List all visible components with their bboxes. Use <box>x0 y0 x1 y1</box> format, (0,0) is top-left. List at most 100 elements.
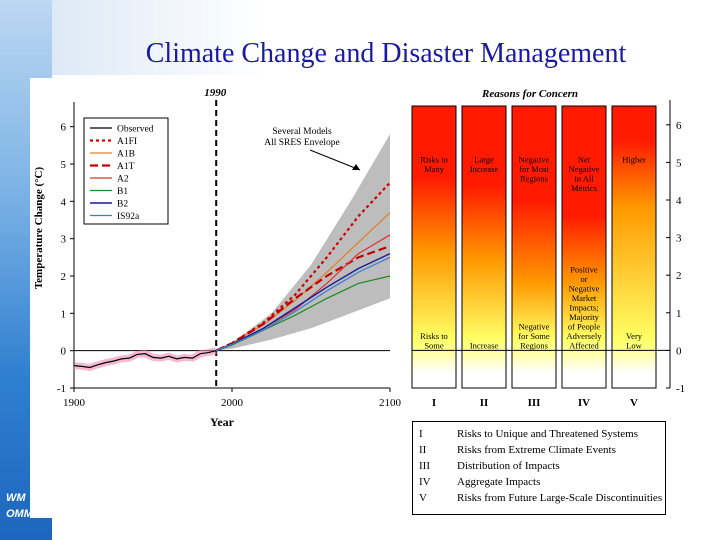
legend-label: A2 <box>117 175 129 185</box>
annotation-text: Several Models <box>272 127 332 137</box>
bar-bottom-text: or <box>580 274 587 284</box>
bar-category-label: I <box>432 397 436 409</box>
concern-y-tick-label: -1 <box>676 383 685 395</box>
bar-category-label: III <box>528 397 541 409</box>
bar-top-text: Negative <box>569 164 600 174</box>
annotation-arrow <box>309 149 361 171</box>
bar-top-text: Regions <box>520 173 548 183</box>
y-tick-label: 2 <box>61 271 67 283</box>
bar-top-text: Risks to <box>420 154 448 164</box>
bar-bottom-text: of People <box>568 321 601 331</box>
legend-label: A1T <box>117 162 135 172</box>
bar-bottom-text: Negative <box>519 321 550 331</box>
legend-text: Aggregate Impacts <box>457 476 541 488</box>
legend-label: IS92a <box>117 212 140 222</box>
bar-bottom-text: Majority <box>569 312 599 322</box>
line-legend: Observed A1FI A1B A1T A2 B1 B2 IS92a <box>83 117 169 225</box>
concern-y-tick-label: 2 <box>676 270 682 282</box>
watermark-line-1: WM <box>6 492 26 504</box>
bar-bottom-text: Low <box>626 340 642 350</box>
series-line-a1fi <box>215 181 391 352</box>
x-tick-label: 2000 <box>221 397 244 409</box>
y-tick-label: 3 <box>61 234 67 246</box>
legend-text: Risks to Unique and Threatened Systems <box>457 428 638 440</box>
y-tick-label: 5 <box>61 159 67 171</box>
legend-row: I Risks to Unique and Threatened Systems <box>413 426 665 442</box>
concern-bar-II <box>461 105 507 389</box>
legend-label: A1FI <box>117 137 137 147</box>
annotation-text: All SRES Envelope <box>264 138 339 148</box>
bar-bottom-text: Market <box>572 293 597 303</box>
x-axis-label: Year <box>210 415 235 429</box>
bar-bottom-text: Regions <box>520 340 548 350</box>
bar-category-label: II <box>480 397 489 409</box>
annotation-arrowhead <box>352 164 360 170</box>
legend-label: B1 <box>117 187 128 197</box>
concern-bar-III <box>511 105 557 389</box>
y-tick-label: 0 <box>61 346 67 358</box>
legend-num: V <box>419 492 427 504</box>
header-background <box>52 0 267 75</box>
legend-num: II <box>419 444 427 456</box>
legend-num: III <box>419 460 430 472</box>
bar-bottom-text: Increase <box>470 340 499 350</box>
legend-label: A1B <box>117 150 135 160</box>
legend-label: Observed <box>117 125 154 135</box>
legend-text: Distribution of Impacts <box>457 460 560 472</box>
series-line-observed <box>73 350 217 369</box>
concern-y-tick-label: 1 <box>676 308 682 320</box>
concern-bar-V <box>611 105 657 389</box>
bar-bottom-text: Impacts; <box>569 302 598 312</box>
concern-bar-I <box>411 105 457 389</box>
legend-row: II Risks from Extreme Climate Events <box>413 442 665 458</box>
slide-title: Climate Change and Disaster Management <box>145 38 627 69</box>
bar-bottom-text: Adversely <box>567 331 603 341</box>
y-tick-label: 4 <box>61 196 67 208</box>
bar-top-text: Negative <box>519 154 550 164</box>
bar-top-text: Net <box>578 154 591 164</box>
line-legend-box <box>83 117 169 225</box>
concern-bar-IV <box>561 105 607 389</box>
y-tick-label: 1 <box>61 308 67 320</box>
bar-top-text: Large <box>474 154 494 164</box>
bar-top-text: Metrics <box>571 183 597 193</box>
concern-y-tick-label: 0 <box>676 345 682 357</box>
bar-top-text: for Most <box>519 164 549 174</box>
legend-num: IV <box>419 476 431 488</box>
marker-label: 1990 <box>204 87 227 99</box>
series-line-is92a <box>215 256 391 352</box>
concern-y-tick-label: 3 <box>676 233 682 245</box>
bar-category-label: IV <box>578 397 590 409</box>
bar-bottom-text: Very <box>626 331 643 341</box>
watermark-line-2: OMM <box>6 508 33 520</box>
bar-bottom-text: Some <box>424 340 444 350</box>
y-tick-label: -1 <box>57 383 66 395</box>
legend-num: I <box>419 428 423 440</box>
bar-top-text: in All <box>574 173 594 183</box>
legend-label: B2 <box>117 200 128 210</box>
bar-category-label: V <box>630 397 638 409</box>
bar-top-text: Increase <box>470 164 499 174</box>
bar-bottom-text: Risks to <box>420 331 448 341</box>
legend-text: Risks from Extreme Climate Events <box>457 444 616 456</box>
bar-bottom-text: Affected <box>569 340 599 350</box>
x-tick-label: 2100 <box>379 397 402 409</box>
legend-row: IV Aggregate Impacts <box>413 474 665 490</box>
climate-figure: 1990 -1 0 1 2 3 4 5 6 1900 2000 2100 Year Temperature… <box>33 87 685 429</box>
series-line-b1 <box>215 275 391 352</box>
legend-text: Risks from Future Large-Scale Discontinu… <box>457 492 663 504</box>
concern-y-tick-label: 4 <box>676 195 682 207</box>
legend-row: III Distribution of Impacts <box>413 458 665 474</box>
concern-title: Reasons for Concern <box>481 88 578 100</box>
x-tick-label: 1900 <box>63 397 86 409</box>
bar-bottom-text: Positive <box>570 264 598 274</box>
concern-y-tick-label: 5 <box>676 157 682 169</box>
concern-y-tick-label: 6 <box>676 120 682 132</box>
bar-top-text: Many <box>424 164 445 174</box>
legend-row: V Risks from Future Large-Scale Disconti… <box>413 490 665 506</box>
bar-bottom-text: for Some <box>518 331 550 341</box>
bar-top-text: Higher <box>622 154 646 164</box>
sres-envelope <box>216 134 390 351</box>
y-axis-label: Temperature Change (°C) <box>33 167 45 290</box>
concern-legend: I Risks to Unique and Threatened Systems… <box>412 421 666 515</box>
